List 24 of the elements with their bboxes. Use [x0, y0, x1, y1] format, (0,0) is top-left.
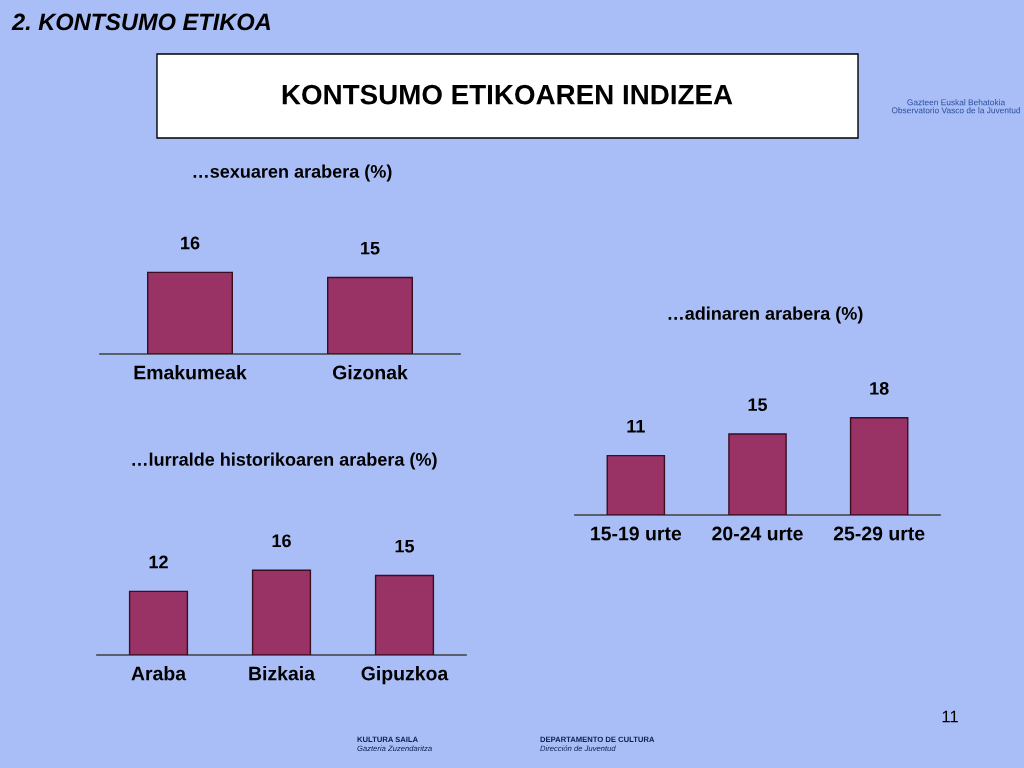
chart-title: …adinaren arabera (%) — [668, 306, 863, 324]
x-tick-label: Gizonak — [332, 365, 408, 380]
x-tick-label: 20-24 urte — [712, 526, 803, 541]
text: KONTSUMO ETIKOAREN INDIZEA — [282, 84, 733, 105]
x-tick-label: Bizkaia — [249, 666, 316, 681]
data-label: 15 — [361, 241, 380, 255]
x-tick-label: 25-29 urte — [833, 526, 925, 541]
data-label: 12 — [149, 555, 168, 569]
data-label: 18 — [870, 382, 889, 395]
text: Gazteen Euskal Behatokia — [907, 99, 1006, 106]
x-tick-label: Gipuzkoa — [361, 666, 449, 685]
x-tick-label: Emakumeak — [134, 365, 247, 380]
x-tick-label: 15-19 urte — [591, 526, 682, 541]
data-label: 15 — [748, 398, 768, 411]
chart-title: …lurralde historikoaren arabera (%) — [132, 452, 437, 470]
text: Observatorio Vasco de la Juventud — [891, 107, 1021, 114]
data-label: 15 — [395, 539, 415, 553]
x-tick-label: Araba — [131, 666, 187, 681]
data-label: 16 — [272, 534, 291, 548]
text: 11 — [942, 710, 958, 723]
chart-title: …sexuaren arabera (%) — [193, 164, 392, 182]
data-label: 16 — [181, 236, 200, 250]
data-label: 11 — [627, 419, 645, 433]
text: 2. KONTSUMO ETIKOA — [11, 13, 271, 31]
